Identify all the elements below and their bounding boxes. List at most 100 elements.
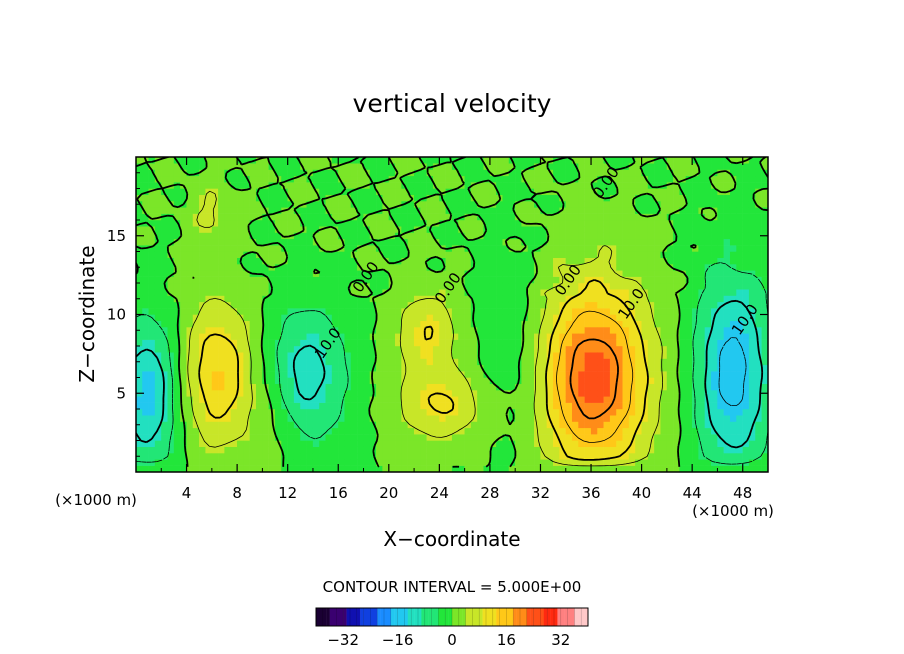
heatmap-cell	[211, 377, 219, 384]
heatmap-cell	[470, 371, 478, 378]
heatmap-cell	[571, 245, 579, 252]
heatmap-cell	[679, 308, 687, 315]
heatmap-cell	[255, 219, 263, 227]
heatmap-cell	[660, 194, 668, 202]
heatmap-cell	[148, 339, 156, 347]
heatmap-cell	[338, 390, 345, 397]
heatmap-cell	[350, 402, 358, 410]
heatmap-cell	[660, 371, 668, 378]
heatmap-cell	[224, 364, 231, 372]
heatmap-cell	[673, 333, 680, 340]
heatmap-cell	[704, 333, 712, 340]
heatmap-cell	[654, 194, 661, 202]
heatmap-cell	[293, 232, 301, 240]
heatmap-cell	[748, 301, 756, 309]
heatmap-cell	[350, 175, 358, 183]
heatmap-cell	[243, 402, 250, 410]
heatmap-cell	[369, 257, 377, 265]
heatmap-cell	[249, 194, 257, 202]
heatmap-cell	[173, 264, 181, 271]
heatmap-cell	[660, 219, 668, 227]
heatmap-cell	[546, 213, 554, 221]
heatmap-cell	[388, 157, 396, 164]
heatmap-cell	[192, 194, 200, 202]
heatmap-cell	[729, 289, 737, 296]
heatmap-cell	[666, 232, 674, 240]
heatmap-cell	[331, 358, 339, 366]
heatmap-cell	[496, 282, 503, 290]
heatmap-cell	[729, 371, 737, 378]
heatmap-cell	[717, 157, 724, 164]
heatmap-cell	[432, 270, 440, 277]
heatmap-cell	[711, 364, 718, 372]
heatmap-cell	[559, 352, 566, 359]
heatmap-cell	[205, 396, 213, 403]
heatmap-cell	[268, 175, 276, 183]
heatmap-cell	[407, 182, 415, 189]
heatmap-cell	[597, 289, 604, 296]
heatmap-cell	[553, 390, 560, 397]
heatmap-cell	[679, 333, 687, 340]
heatmap-cell	[559, 427, 566, 435]
heatmap-cell	[363, 364, 371, 372]
heatmap-cell	[293, 402, 301, 410]
heatmap-cell	[376, 465, 383, 472]
heatmap-cell	[211, 352, 219, 359]
heatmap-cell	[199, 358, 206, 366]
heatmap-cell	[685, 383, 693, 391]
heatmap-cell	[167, 383, 175, 391]
heatmap-cell	[641, 465, 649, 472]
heatmap-cell	[180, 327, 187, 334]
heatmap-cell	[584, 383, 592, 391]
heatmap-cell	[136, 163, 143, 170]
heatmap-cell	[312, 301, 320, 309]
heatmap-cell	[401, 282, 408, 290]
heatmap-cell	[173, 364, 181, 372]
heatmap-cell	[180, 257, 187, 265]
heatmap-cell	[344, 320, 352, 328]
heatmap-cell	[154, 308, 162, 315]
heatmap-cell	[287, 251, 295, 258]
heatmap-cell	[761, 465, 768, 472]
heatmap-cell	[268, 327, 276, 334]
heatmap-cell	[704, 245, 712, 252]
heatmap-cell	[218, 188, 225, 195]
heatmap-cell	[319, 402, 326, 410]
heatmap-cell	[148, 213, 156, 221]
heatmap-cell	[673, 396, 680, 403]
heatmap-cell	[527, 333, 535, 340]
heatmap-cell	[723, 270, 731, 277]
heatmap-cell	[521, 264, 529, 271]
heatmap-cell	[224, 459, 231, 466]
heatmap-cell	[363, 421, 371, 429]
heatmap-cell	[673, 383, 680, 391]
heatmap-cell	[477, 383, 484, 391]
heatmap-cell	[704, 434, 712, 441]
heatmap-cell	[660, 446, 668, 454]
heatmap-cell	[584, 301, 592, 309]
heatmap-cell	[508, 226, 516, 233]
heatmap-cell	[300, 182, 307, 189]
heatmap-cell	[287, 169, 295, 177]
heatmap-cell	[559, 232, 566, 240]
heatmap-cell	[237, 383, 244, 391]
heatmap-cell	[331, 257, 339, 265]
heatmap-cell	[477, 182, 484, 189]
heatmap-cell	[344, 427, 352, 435]
heatmap-cell	[388, 333, 396, 340]
heatmap-cell	[635, 257, 642, 265]
heatmap-cell	[306, 358, 314, 366]
heatmap-cell	[692, 459, 699, 466]
heatmap-cell	[534, 308, 541, 315]
heatmap-cell	[603, 339, 611, 347]
heatmap-cell	[357, 383, 364, 391]
heatmap-cell	[692, 383, 699, 391]
heatmap-cell	[755, 264, 762, 271]
heatmap-cell	[300, 219, 307, 227]
heatmap-cell	[230, 295, 238, 303]
heatmap-cell	[660, 282, 668, 290]
heatmap-cell	[420, 465, 427, 472]
heatmap-cell	[622, 201, 630, 208]
heatmap-cell	[369, 157, 377, 164]
heatmap-cell	[489, 245, 497, 252]
